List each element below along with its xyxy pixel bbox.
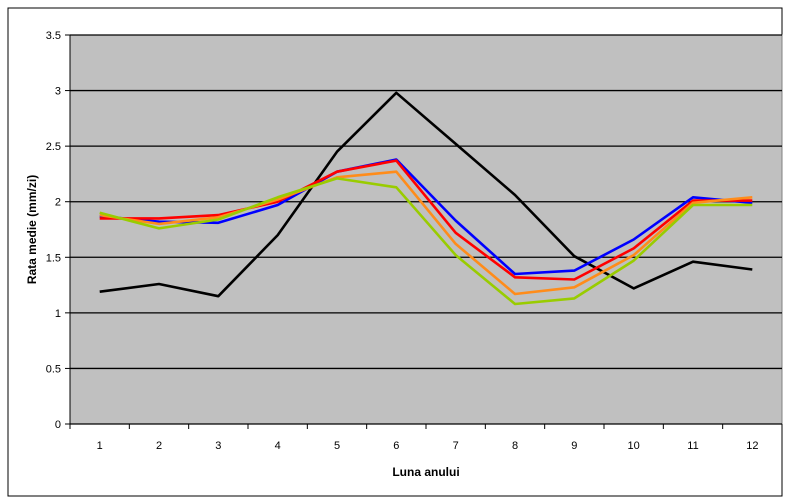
x-tick-label: 2 bbox=[156, 440, 162, 452]
series-line-1 bbox=[99, 91, 753, 298]
x-axis-label: Luna anului bbox=[392, 465, 459, 479]
series-line-5 bbox=[99, 177, 753, 306]
y-tick-label: 0.5 bbox=[46, 363, 61, 375]
y-axis: 0 0.5 1 1.5 2 2.5 3 3.5 bbox=[46, 30, 71, 431]
y-tick-label: 2.5 bbox=[46, 141, 61, 153]
x-tick-label: 6 bbox=[393, 440, 399, 452]
y-axis-label: Rata medie (mm/zi) bbox=[25, 175, 39, 284]
series-group bbox=[99, 91, 753, 306]
x-tick-label: 4 bbox=[275, 440, 281, 452]
x-tick-label: 7 bbox=[453, 440, 459, 452]
y-tick-label: 3.5 bbox=[46, 30, 61, 42]
y-tick-label: 3 bbox=[55, 86, 61, 98]
x-tick-label: 11 bbox=[687, 440, 698, 452]
x-tick-label: 3 bbox=[215, 440, 221, 452]
y-tick-label: 1.5 bbox=[46, 252, 61, 264]
x-tick-label: 9 bbox=[571, 440, 577, 452]
x-tick-label: 12 bbox=[746, 440, 758, 452]
x-tick-label: 10 bbox=[628, 440, 640, 452]
x-tick-label: 1 bbox=[97, 440, 103, 452]
y-tick-label: 1 bbox=[55, 308, 61, 320]
x-tick-label: 8 bbox=[512, 440, 518, 452]
y-tick-label: 0 bbox=[55, 419, 61, 431]
series-line-3 bbox=[99, 159, 753, 281]
x-tick-label: 5 bbox=[334, 440, 340, 452]
series-line-4 bbox=[99, 170, 753, 296]
gridlines bbox=[70, 34, 782, 370]
series-line-2 bbox=[99, 158, 753, 276]
y-tick-label: 2 bbox=[55, 197, 61, 209]
x-axis: 1 2 3 4 5 6 7 8 9 10 11 12 bbox=[69, 423, 783, 452]
plot-area bbox=[69, 34, 783, 425]
